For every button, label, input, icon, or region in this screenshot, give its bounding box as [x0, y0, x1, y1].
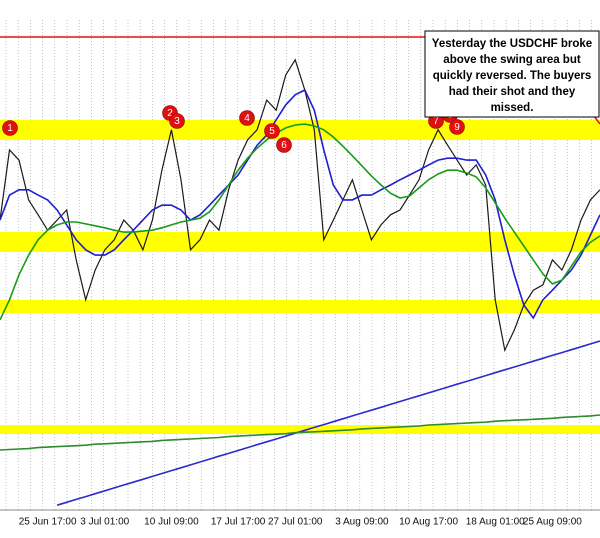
- x-tick-label: 10 Aug 17:00: [399, 517, 458, 528]
- price-line: [0, 58, 600, 353]
- moving-average: [56, 340, 600, 506]
- marker-dot: [449, 119, 465, 135]
- plot: [0, 58, 600, 506]
- moving-average: [0, 123, 600, 321]
- zone-band: [0, 425, 600, 434]
- zone-band: [0, 232, 600, 252]
- marker-label: 5: [269, 126, 275, 137]
- annotation-line: had their shot and they: [449, 86, 576, 98]
- moving-average: [0, 88, 600, 320]
- x-tick-label: 3 Jul 01:00: [80, 517, 129, 528]
- marker-label: 7: [433, 116, 439, 127]
- x-tick-label: 10 Jul 09:00: [144, 517, 199, 528]
- marker-label: 6: [281, 140, 287, 151]
- zone-band: [0, 120, 600, 140]
- annotation-line: missed.: [491, 102, 534, 114]
- marker-label: 9: [454, 122, 460, 133]
- marker-label: 2: [167, 108, 173, 119]
- x-tick-label: 18 Aug 01:00: [466, 517, 525, 528]
- x-tick-label: 17 Jul 17:00: [211, 517, 266, 528]
- annotation-line: above the swing area but: [443, 54, 581, 66]
- marker-dot: [276, 137, 292, 153]
- annotation-line: Yesterday the USDCHF broke: [432, 38, 592, 50]
- marker-label: 4: [244, 113, 250, 124]
- markers: 123456789: [2, 105, 465, 153]
- x-tick-label: 25 Jun 17:00: [19, 517, 77, 528]
- moving-average: [0, 414, 600, 451]
- marker-label: 3: [174, 116, 180, 127]
- marker-dot: [169, 113, 185, 129]
- marker-dot: [2, 120, 18, 136]
- marker-dot: [239, 110, 255, 126]
- annotation-line: quickly reversed. The buyers: [433, 70, 592, 82]
- annotation: Yesterday the USDCHF broke above the swin…: [432, 38, 592, 114]
- marker-label: 1: [7, 123, 13, 134]
- x-ticks: 25 Jun 17:00 3 Jul 01:00 10 Jul 09:00 17 Ju…: [19, 517, 583, 528]
- x-tick-label: 25 Aug 09:00: [523, 517, 582, 528]
- annotation-box: [424, 30, 600, 118]
- x-tick-label: 27 Jul 01:00: [268, 517, 323, 528]
- marker-dot: [264, 123, 280, 139]
- zone-band: [0, 300, 600, 313]
- x-tick-label: 3 Aug 09:00: [335, 517, 389, 528]
